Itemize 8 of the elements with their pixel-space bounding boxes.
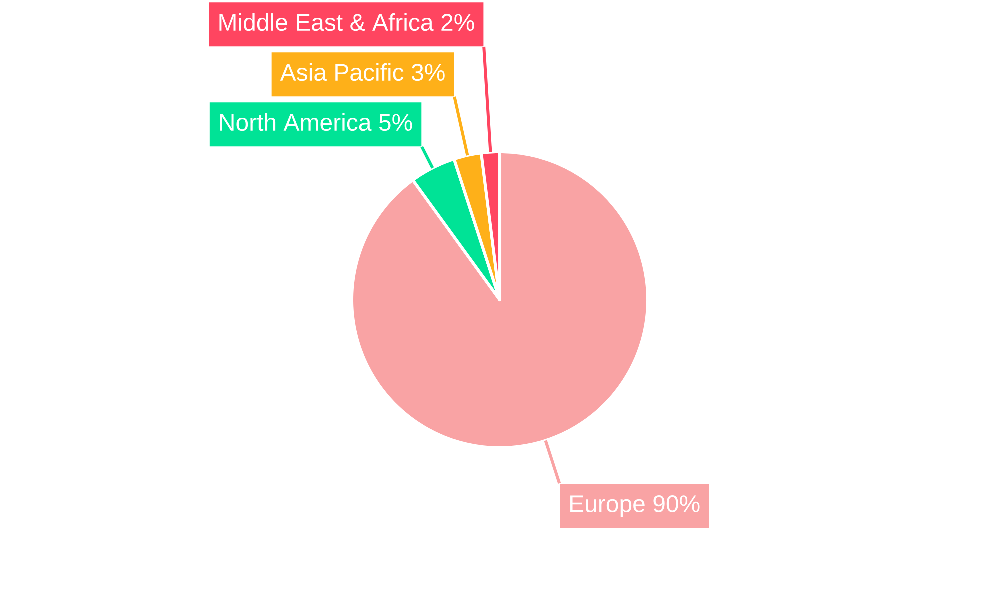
slice-label: Asia Pacific [280,64,404,82]
data-label: 90% [654,496,700,512]
data-label: 3% [412,64,445,82]
data-label: 5% [379,114,412,132]
data-label: 2% [442,14,474,32]
slice-label: Europe [570,496,645,518]
slice-label: Middle East & Africa [220,14,434,32]
slice-label: North America [220,114,372,132]
